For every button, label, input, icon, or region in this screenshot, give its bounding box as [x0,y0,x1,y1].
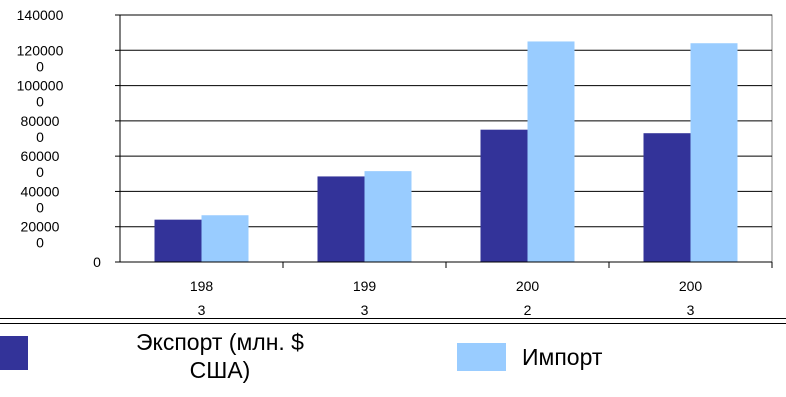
y-tick-label: 40000 0 [21,183,60,215]
legend-label-import: Импорт [522,344,603,370]
axes [115,14,773,268]
bar-import [201,215,249,262]
y-tick-label: 80000 0 [21,113,60,145]
y-tick-label: 60000 0 [21,148,60,180]
divider-line-bottom [0,323,786,324]
y-tick-label: 120000 0 [17,42,64,74]
x-tick-labels: 198 3 199 3 200 2 200 3 [190,278,703,318]
y-tick-label: 20000 0 [21,219,60,251]
y-tick-label: 140000 [17,7,64,23]
y-tick-label: 100000 0 [17,78,64,110]
bar-import [527,41,575,262]
bar-import [364,171,412,262]
legend-label-export: Экспорт (млн. $ США) [136,329,304,383]
bar-import [690,43,738,262]
bar-export [317,176,365,262]
legend-swatch-export [0,336,28,370]
divider-line-top [0,318,786,319]
x-tick-label: 200 3 [679,278,703,318]
x-tick-label: 198 3 [190,278,214,318]
x-tick-label: 199 3 [353,278,377,318]
bars [154,41,738,262]
bar-export [480,129,528,262]
legend-swatch-import [457,343,506,371]
y-tick-label: 0 [93,254,101,270]
bar-export [643,133,691,262]
bar-export [154,219,202,262]
x-tick-label: 200 2 [516,278,540,318]
